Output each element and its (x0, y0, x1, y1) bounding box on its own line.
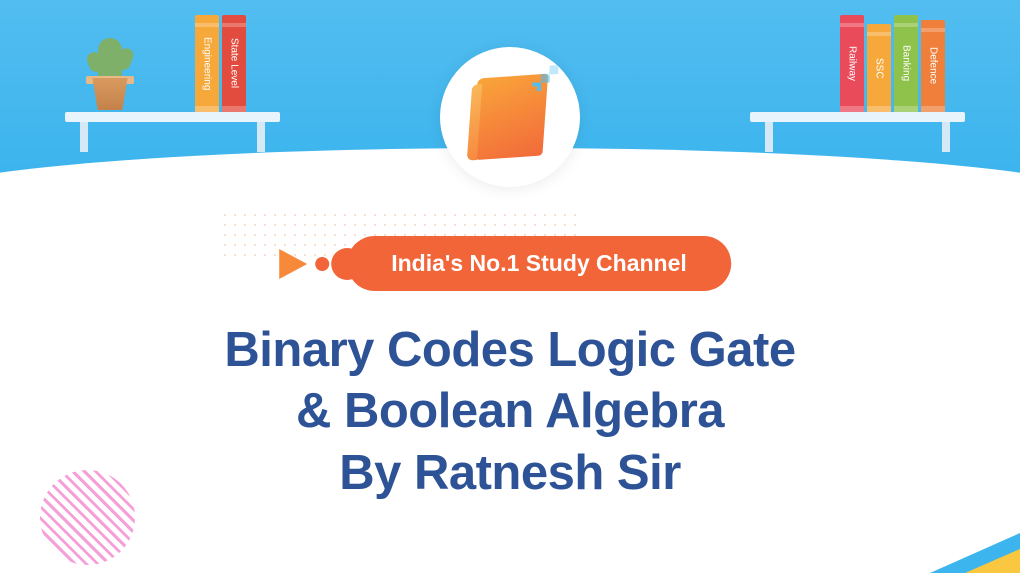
book-spine: Railway (840, 15, 864, 112)
shelf-bracket (765, 122, 773, 152)
title-line-1: Binary Codes Logic Gate (0, 320, 1020, 381)
book-spine: Engineering (195, 15, 219, 112)
book-spine: State Level (222, 15, 246, 112)
title-block: Binary Codes Logic Gate & Boolean Algebr… (0, 320, 1020, 504)
title-line-3: By Ratnesh Sir (0, 443, 1020, 504)
book-spine: Banking (894, 15, 918, 112)
shelf-right (750, 112, 965, 122)
tagline-text: India's No.1 Study Channel (391, 250, 687, 276)
shelf-bracket (80, 122, 88, 152)
book-spine: SSC (867, 24, 891, 112)
logo-circle (440, 47, 580, 187)
shelf-bracket (942, 122, 950, 152)
cactus-plant-icon (88, 40, 132, 110)
title-line-2: & Boolean Algebra (0, 381, 1020, 442)
shelf-left (65, 112, 280, 122)
logo-book-icon (472, 74, 548, 161)
corner-triangle-yellow (965, 549, 1020, 573)
tagline-row: India's No.1 Study Channel (289, 236, 731, 291)
tagline-pill: India's No.1 Study Channel (347, 236, 731, 291)
shelf-bracket (257, 122, 265, 152)
books-right-group: RailwaySSCBankingDefence (840, 15, 945, 112)
hatch-circle-decor (40, 470, 135, 565)
book-spine: Defence (921, 20, 945, 112)
books-left-group: EngineeringState Level (195, 15, 246, 112)
arrow-icon (279, 249, 307, 279)
